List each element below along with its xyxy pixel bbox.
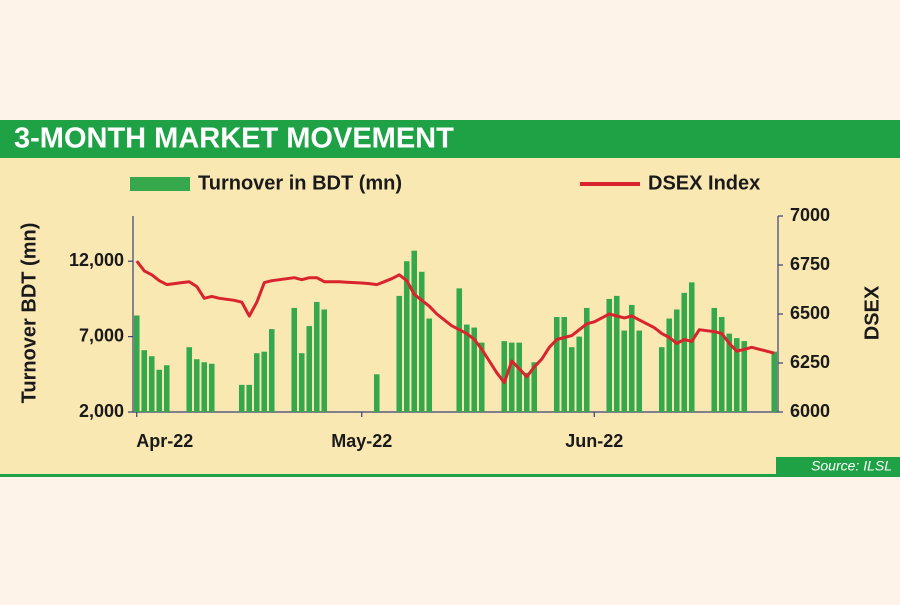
x-tick-label: Jun-22 bbox=[565, 431, 623, 451]
bar bbox=[261, 351, 268, 412]
bar bbox=[148, 356, 155, 412]
bar bbox=[553, 317, 560, 412]
bar bbox=[313, 301, 320, 412]
bar bbox=[246, 384, 253, 412]
bar bbox=[501, 341, 508, 412]
bar bbox=[238, 384, 245, 412]
source: Source: ILSL bbox=[811, 458, 892, 474]
bar bbox=[291, 307, 298, 412]
bar bbox=[306, 326, 313, 412]
x-tick-label: Apr-22 bbox=[136, 431, 193, 451]
bar bbox=[373, 374, 380, 412]
bar bbox=[141, 350, 148, 412]
line bbox=[135, 260, 775, 385]
y-tick-label: 12,000 bbox=[69, 250, 124, 270]
bar bbox=[396, 295, 403, 412]
bar bbox=[666, 318, 673, 412]
legend-label: Turnover in BDT (mn) bbox=[198, 172, 402, 194]
legend-swatch bbox=[130, 177, 190, 191]
bar bbox=[718, 317, 725, 412]
bar bbox=[531, 362, 538, 412]
bar bbox=[478, 342, 485, 412]
bar bbox=[613, 295, 620, 412]
bar bbox=[628, 304, 635, 412]
header-bar bbox=[0, 120, 900, 158]
bar bbox=[418, 271, 425, 412]
bar bbox=[156, 369, 163, 412]
source-box bbox=[776, 457, 900, 477]
bar bbox=[463, 324, 470, 412]
bar bbox=[673, 309, 680, 412]
bar bbox=[403, 261, 410, 412]
bar bbox=[733, 338, 740, 412]
chart-title: 3-MONTH MARKET MOVEMENT bbox=[14, 123, 454, 155]
bar bbox=[688, 282, 695, 412]
bar bbox=[606, 298, 613, 412]
y-tick-label: 7,000 bbox=[79, 325, 124, 345]
bar bbox=[426, 318, 433, 412]
x-tick-label: May-22 bbox=[331, 431, 392, 451]
bar bbox=[508, 342, 515, 412]
y-axis-title: Turnover BDT (mn) bbox=[18, 223, 40, 404]
y2-tick-label: 6500 bbox=[790, 303, 830, 323]
bar bbox=[568, 347, 575, 412]
bar bbox=[253, 353, 260, 412]
bar bbox=[201, 362, 208, 412]
bar bbox=[658, 347, 665, 412]
y-tick-label: 2,000 bbox=[79, 401, 124, 421]
bar bbox=[193, 359, 200, 412]
bar bbox=[576, 336, 583, 412]
bar bbox=[208, 363, 215, 412]
bar bbox=[321, 309, 328, 412]
bar bbox=[726, 333, 733, 412]
bar bbox=[636, 330, 643, 412]
bar bbox=[186, 347, 193, 412]
bar bbox=[268, 329, 275, 412]
bar bbox=[133, 315, 140, 412]
y2-axis-title: DSEX bbox=[861, 285, 883, 340]
bar bbox=[456, 288, 463, 412]
y2-tick-label: 6000 bbox=[790, 401, 830, 421]
y2-tick-label: 6750 bbox=[790, 254, 830, 274]
y2-tick-label: 7000 bbox=[790, 205, 830, 225]
bar bbox=[516, 342, 523, 412]
footer-line bbox=[0, 474, 900, 477]
panel bbox=[0, 158, 900, 474]
bar bbox=[621, 330, 628, 412]
bar bbox=[583, 307, 590, 412]
bar bbox=[741, 341, 748, 412]
y2-tick-label: 6250 bbox=[790, 352, 830, 372]
bar bbox=[711, 307, 718, 412]
bar bbox=[561, 317, 568, 412]
bar bbox=[411, 250, 418, 412]
bar bbox=[523, 372, 530, 412]
bar bbox=[681, 292, 688, 412]
legend-label: DSEX Index bbox=[648, 172, 760, 194]
bar bbox=[471, 327, 478, 412]
bar bbox=[163, 365, 170, 412]
bar bbox=[298, 353, 305, 412]
bar bbox=[771, 351, 778, 412]
